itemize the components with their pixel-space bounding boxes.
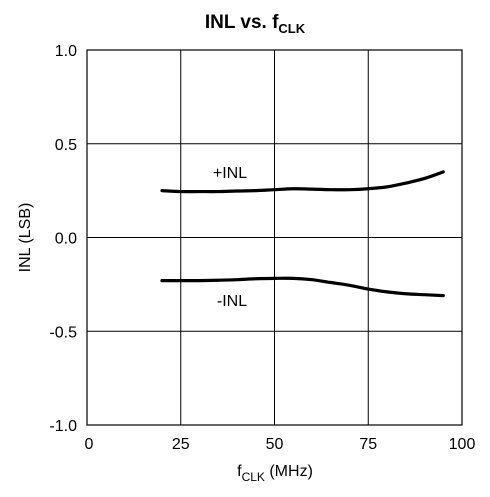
y-tick-label: -0.5 xyxy=(49,324,77,341)
x-axis-label: fCLK (MHz) xyxy=(237,463,313,484)
x-tick-label: 25 xyxy=(172,436,190,453)
x-tick-label: 75 xyxy=(359,436,377,453)
y-tick-label: 0.0 xyxy=(55,231,77,248)
x-axis-label-unit: (MHz) xyxy=(265,463,313,480)
plot-frame xyxy=(86,49,463,426)
chart-title-main: INL vs. f xyxy=(205,12,279,33)
y-tick-label: 0.5 xyxy=(55,137,77,154)
x-tick-labels: 0 25 50 75 100 xyxy=(85,436,476,453)
series-label-neg-inl: -INL xyxy=(217,293,247,310)
x-axis-label-subscript: CLK xyxy=(242,470,265,484)
chart-title: INL vs. fCLK xyxy=(205,12,306,36)
series-lines xyxy=(160,170,445,298)
y-tick-label: 1.0 xyxy=(55,43,77,60)
series-line-pos-inl xyxy=(160,170,445,194)
gridlines xyxy=(86,49,463,426)
chart-title-subscript: CLK xyxy=(278,21,305,36)
x-tick-label: 0 xyxy=(85,436,94,453)
y-axis-label: INL (LSB) xyxy=(17,203,34,273)
x-tick-label: 100 xyxy=(449,436,476,453)
x-tick-label: 50 xyxy=(266,436,284,453)
series-label-pos-inl: +INL xyxy=(213,165,247,182)
y-tick-label: -1.0 xyxy=(49,418,77,435)
series-line-neg-inl xyxy=(160,276,445,298)
y-tick-labels: 1.0 0.5 0.0 -0.5 -1.0 xyxy=(49,43,77,435)
x-axis-label-main: f xyxy=(237,463,242,480)
